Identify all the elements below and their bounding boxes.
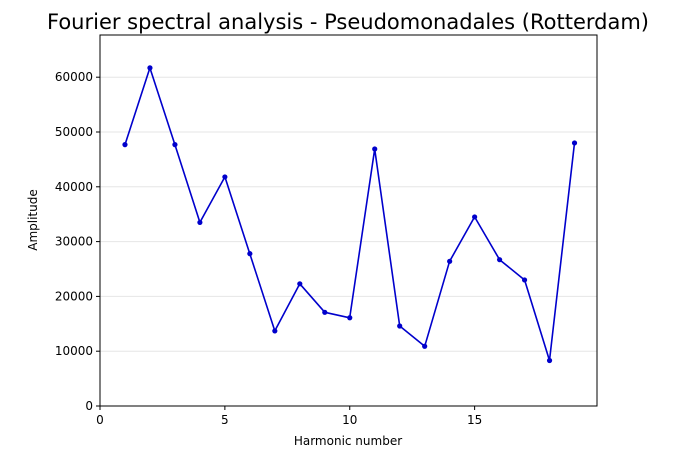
- y-tick-label: 0: [85, 399, 93, 413]
- x-tick-label: 5: [221, 413, 229, 427]
- x-axis-label: Harmonic number: [294, 434, 402, 448]
- y-tick-label: 50000: [55, 125, 93, 139]
- data-point: [297, 281, 303, 287]
- x-tick-label: 15: [467, 413, 482, 427]
- y-axis-ticks: 0 10000 20000 30000 40000 50000 60000: [55, 70, 100, 413]
- series-layer: [122, 65, 578, 364]
- plot-frame: [99, 34, 598, 407]
- data-point: [272, 328, 278, 334]
- data-point: [172, 142, 178, 148]
- grid-lines: [100, 76, 597, 352]
- data-point: [521, 277, 528, 283]
- data-point: [347, 315, 353, 321]
- data-point: [147, 65, 153, 71]
- x-tick-label: 10: [342, 413, 357, 427]
- data-point: [447, 258, 453, 264]
- y-tick-label: 20000: [55, 289, 93, 303]
- y-tick-label: 30000: [55, 235, 93, 249]
- data-point: [571, 140, 578, 146]
- data-point: [247, 251, 253, 257]
- data-point: [422, 343, 428, 349]
- data-point: [372, 146, 378, 152]
- data-point: [496, 257, 503, 263]
- data-point: [546, 357, 553, 364]
- y-tick-label: 60000: [55, 70, 93, 84]
- x-tick-label: 0: [96, 413, 104, 427]
- data-point: [197, 219, 203, 226]
- data-point: [322, 309, 328, 315]
- data-point: [222, 174, 228, 180]
- x-axis-ticks: 0 5 10 15: [96, 406, 482, 427]
- data-point: [472, 214, 478, 220]
- data-point: [397, 323, 403, 329]
- y-axis-label: Amplitude: [26, 189, 40, 251]
- y-tick-label: 40000: [55, 180, 93, 194]
- data-point: [122, 142, 128, 148]
- chart-title: Fourier spectral analysis - Pseudomonada…: [47, 10, 649, 34]
- y-tick-label: 10000: [55, 344, 93, 358]
